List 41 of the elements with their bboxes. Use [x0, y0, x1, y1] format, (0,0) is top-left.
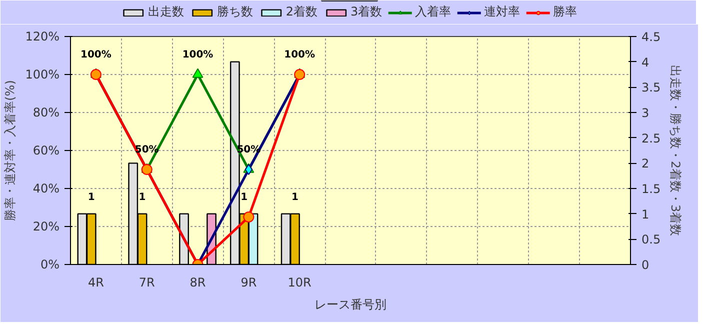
legend-label: 連対率: [484, 4, 520, 20]
legend-label: 勝率: [553, 4, 578, 20]
data-label: 1: [240, 192, 248, 203]
y2-tick-label: 4: [642, 55, 650, 70]
y2-tick-label: 3: [642, 106, 650, 120]
x-tick-label: 8R: [190, 276, 206, 290]
y2-tick-label: 3.5: [642, 80, 661, 95]
x-tick-label: 10R: [288, 276, 312, 290]
y2-tick-label: 0.5: [642, 232, 661, 247]
y-tick-label: 120%: [25, 30, 60, 44]
y2-tick-label: 0: [642, 258, 650, 272]
data-label: 1: [88, 192, 95, 203]
y2-axis-title: 出走数・勝ち数・2着数・3着数: [668, 64, 683, 236]
y2-tick-label: 1.5: [642, 182, 661, 196]
point: [192, 68, 204, 78]
y-axis-title: 勝率・連対率・入着率(%): [3, 80, 18, 221]
data-label: 1: [138, 192, 146, 203]
legend-label: 入着率: [415, 4, 452, 20]
y2-tick-label: 2: [642, 156, 650, 171]
y-tick-label: 20%: [32, 220, 60, 234]
x-tick-label: 4R: [88, 276, 104, 290]
x-tick-label: 9R: [240, 276, 257, 290]
data-label: 100%: [80, 50, 112, 60]
y-tick-label: 60%: [32, 144, 60, 158]
legend-label: 2着数: [286, 4, 318, 20]
x-tick-label: 7R: [138, 276, 155, 290]
legend-label: 3着数: [350, 4, 382, 20]
y-tick-label: 80%: [32, 106, 60, 120]
point: [243, 212, 254, 222]
y2-tick-label: 4.5: [642, 30, 661, 44]
y-tick-label: 100%: [25, 68, 60, 82]
data-label: 100%: [284, 50, 316, 60]
y-tick-label: 40%: [32, 182, 60, 196]
data-label: 1: [292, 192, 299, 203]
legend-label: 出走数: [148, 4, 184, 20]
legend-label: 勝ち数: [216, 4, 253, 20]
y-tick-label: 0%: [40, 258, 60, 272]
data-label: 100%: [182, 50, 214, 60]
y2-tick-label: 1: [642, 207, 650, 222]
y2-tick-label: 2.5: [642, 131, 661, 146]
x-axis-title: レース番号別: [314, 298, 386, 312]
